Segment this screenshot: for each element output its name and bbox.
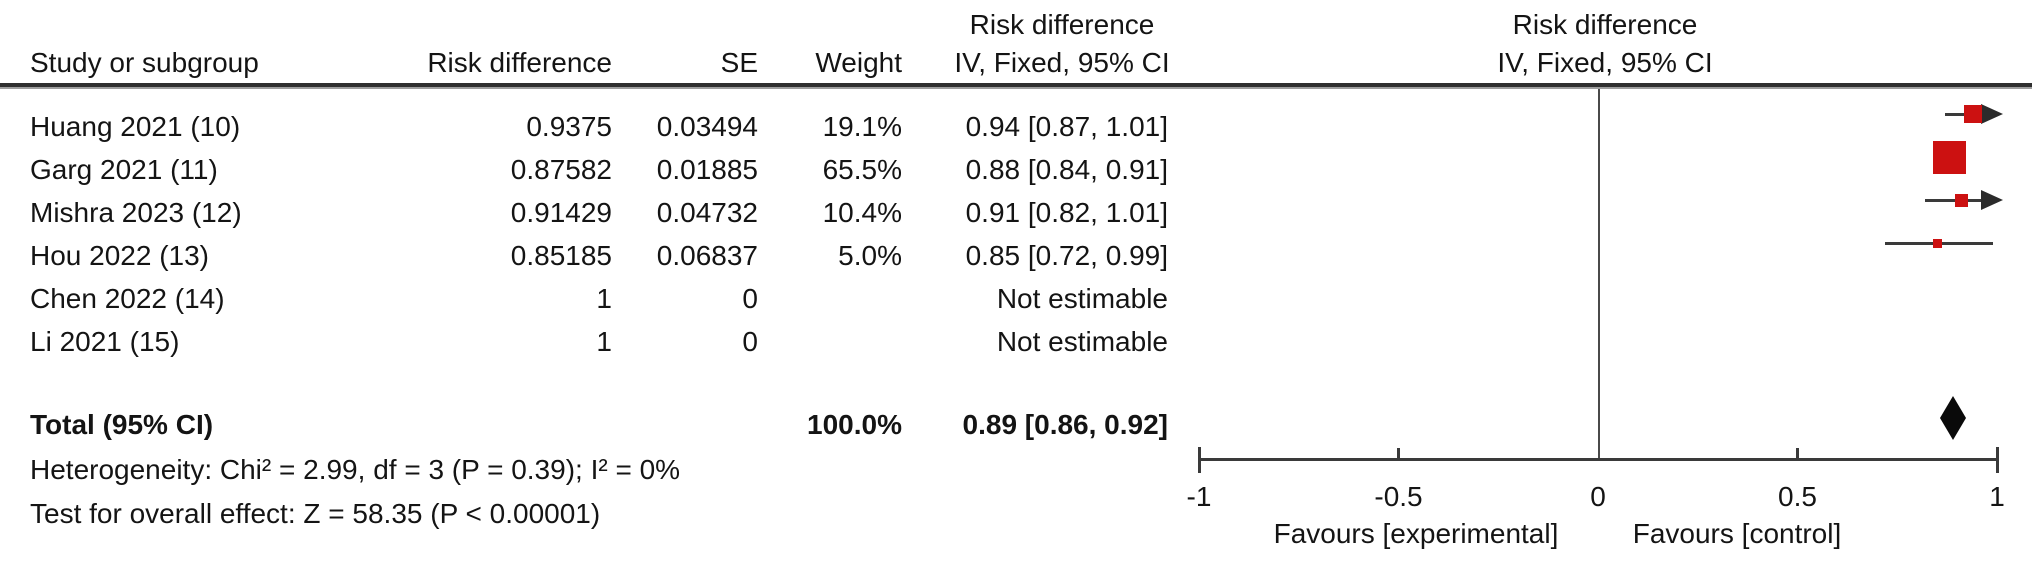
axis-tick-label: 0 [1590,481,1606,512]
plot-ci-header: IV, Fixed, 95% CI [1497,47,1713,78]
study-name: Mishra 2023 (12) [30,197,242,228]
study-se: 0 [742,283,758,314]
favours-experimental-label: Favours [experimental] [1273,518,1559,549]
study-risk-difference: 0.9375 [526,111,612,142]
risk-difference-column-header: Risk difference [427,47,612,78]
overall-effect-text: Test for overall effect: Z = 58.35 (P < … [30,498,601,529]
pooled-diamond-icon [1940,396,1966,440]
effect-square [1932,238,1942,248]
ci-column-header: IV, Fixed, 95% CI [954,47,1170,78]
axis-tick [1995,447,1999,473]
study-ci: Not estimable [996,283,1168,314]
study-se: 0.01885 [656,154,758,185]
total-ci: 0.89 [0.86, 0.92] [962,409,1168,440]
zero-effect-line [1598,89,1600,459]
study-ci: 0.91 [0.82, 1.01] [965,197,1168,228]
study-risk-difference: 1 [596,283,612,314]
ci-line [1925,198,1983,202]
study-risk-difference: 0.91429 [510,197,612,228]
study-name: Hou 2022 (13) [30,240,210,271]
axis-tick [1796,448,1799,461]
study-weight: 5.0% [838,240,902,271]
axis-tick-label: -1 [1186,481,1212,512]
axis-tick-label: -0.5 [1374,481,1423,512]
study-risk-difference: 1 [596,326,612,357]
study-risk-difference: 0.87582 [510,154,612,185]
study-se: 0 [742,326,758,357]
study-risk-difference: 0.85185 [510,240,612,271]
ci-arrow-icon [1981,190,2003,210]
x-axis-line [1199,458,1997,461]
study-ci: 0.94 [0.87, 1.01] [965,111,1168,142]
ci-arrow-icon [1981,104,2003,124]
effect-column-top-header: Risk difference [969,9,1155,40]
study-column-header: Study or subgroup [30,47,259,78]
study-name: Garg 2021 (11) [30,154,218,185]
favours-control-label: Favours [control] [1632,518,1842,549]
total-row-label: Total (95% CI) [30,409,214,440]
study-ci: 0.85 [0.72, 0.99] [965,240,1168,271]
header-rule [0,83,2032,87]
study-name: Chen 2022 (14) [30,283,225,314]
axis-tick-label: 1 [1989,481,2005,512]
heterogeneity-text: Heterogeneity: Chi² = 2.99, df = 3 (P = … [30,454,681,485]
axis-tick [1397,448,1400,461]
effect-square [1964,105,1983,123]
study-se: 0.03494 [656,111,758,142]
study-se: 0.06837 [656,240,758,271]
se-column-header: SE [720,47,758,78]
study-weight: 65.5% [822,154,902,185]
effect-square [1954,193,1968,207]
header-rule-shadow [0,87,2032,89]
axis-tick-label: 0.5 [1778,481,1817,512]
plot-top-header: Risk difference [1512,9,1698,40]
effect-square [1932,140,1966,174]
axis-tick [1197,447,1201,473]
weight-column-header: Weight [815,47,902,78]
study-weight: 19.1% [822,111,902,142]
study-weight: 10.4% [822,197,902,228]
study-name: Huang 2021 (10) [30,111,241,142]
total-weight: 100.0% [807,409,902,440]
study-name: Li 2021 (15) [30,326,180,357]
study-se: 0.04732 [656,197,758,228]
study-ci: 0.88 [0.84, 0.91] [965,154,1168,185]
study-ci: Not estimable [996,326,1168,357]
